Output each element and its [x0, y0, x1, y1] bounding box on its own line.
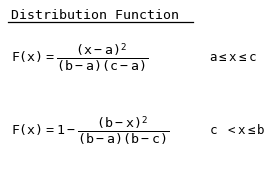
Text: $\mathtt{a \leq x \leq c}$: $\mathtt{a \leq x \leq c}$	[209, 51, 258, 64]
Text: Distribution Function: Distribution Function	[11, 9, 179, 22]
Text: $\mathtt{F(x) = 1-\dfrac{(b-x)^{2}}{(b-a)(b-c)}}$: $\mathtt{F(x) = 1-\dfrac{(b-x)^{2}}{(b-a…	[11, 114, 169, 147]
Text: $\mathtt{F(x) = \dfrac{(x-a)^{2}}{(b-a)(c-a)}}$: $\mathtt{F(x) = \dfrac{(x-a)^{2}}{(b-a)(…	[11, 42, 148, 74]
Text: $\mathtt{c\ \ < x \leq b}$: $\mathtt{c\ \ < x \leq b}$	[209, 123, 266, 137]
